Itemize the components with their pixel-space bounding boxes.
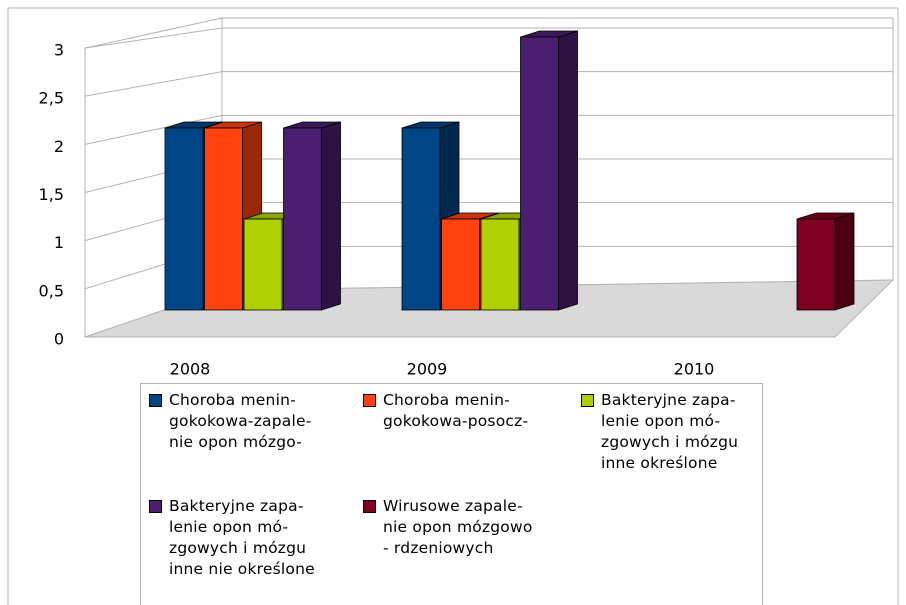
legend-entry: Bakteryjne zapa- lenie opon mó- zgowych … [581,390,739,474]
grid-line [84,114,893,145]
y-tick-label: 3 [54,41,64,60]
bar [283,121,341,311]
legend-swatch [363,500,376,513]
bar-face [520,36,559,311]
x-tick-label: 2008 [170,360,211,379]
bar [796,212,855,311]
legend-label: Wirusowe zapale- nie opon mózgowo - rdze… [383,497,533,557]
bar-face [796,218,836,311]
bar-face [164,127,204,311]
bar-face [243,218,283,311]
bar-face [558,30,578,311]
legend-label: Choroba menin- gokokowa-zapale- nie opon… [169,391,312,451]
x-tick-label: 2009 [407,360,448,379]
grid-line [84,27,893,49]
legend-label: Bakteryjne zapa- lenie opon mó- zgowych … [601,391,739,472]
y-tick-label: 0 [54,330,64,349]
legend-label: Choroba menin- gokokowa-posocz- [383,391,529,430]
legend: Choroba menin- gokokowa-zapale- nie opon… [140,383,763,605]
x-tick-label: 2010 [674,360,715,379]
grid-line [84,71,893,97]
bar-face [321,121,341,311]
bar [520,30,578,311]
legend-entry: Bakteryjne zapa- lenie opon mó- zgowych … [149,496,315,580]
bar [204,121,262,311]
y-tick-label: 1 [54,233,64,252]
bar-face [834,212,855,311]
legend-label: Bakteryjne zapa- lenie opon mó- zgowych … [169,497,315,578]
legend-entry: Choroba menin- gokokowa-posocz- [363,390,529,432]
legend-swatch [149,500,162,513]
bar-face [401,127,441,311]
bar [441,212,499,311]
legend-swatch [363,394,376,407]
bar-face [283,127,322,311]
y-tick-label: 2 [54,137,64,156]
bar-face [441,218,480,311]
legend-entry: Choroba menin- gokokowa-zapale- nie opon… [149,390,312,453]
legend-swatch [149,394,162,407]
legend-swatch [581,394,594,407]
y-tick-label: 1,5 [39,185,64,204]
bar-face [480,218,520,311]
y-tick-label: 0,5 [39,281,64,300]
y-tick-label: 2,5 [39,89,64,108]
legend-entry: Wirusowe zapale- nie opon mózgowo - rdze… [363,496,533,559]
bar [401,121,460,311]
bar-face [204,127,243,311]
